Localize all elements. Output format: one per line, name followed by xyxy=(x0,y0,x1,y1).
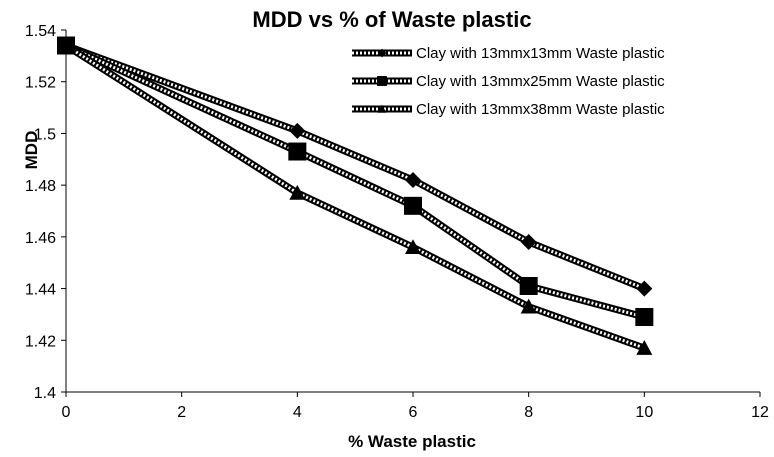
y-tick-label: 1.5 xyxy=(34,126,56,143)
diamond-marker xyxy=(636,280,653,297)
x-tick-label: 4 xyxy=(293,404,302,421)
x-tick-label: 12 xyxy=(751,404,769,421)
x-tick-label: 0 xyxy=(62,404,71,421)
y-tick-label: 1.46 xyxy=(25,230,56,247)
diamond-marker xyxy=(405,171,421,188)
y-tick-label: 1.42 xyxy=(25,333,56,350)
diamond-marker xyxy=(289,122,306,139)
diamond-marker xyxy=(520,234,537,251)
series-line-pattern xyxy=(65,44,645,350)
chart-title: MDD vs % of Waste plastic xyxy=(252,7,531,32)
triangle-marker xyxy=(58,37,74,53)
square-marker xyxy=(288,142,307,161)
diamond-marker xyxy=(377,48,387,58)
x-tick-label: 8 xyxy=(524,404,533,421)
y-axis-title: MDD xyxy=(22,131,41,170)
triangle-marker xyxy=(636,340,653,355)
x-axis-title: % Waste plastic xyxy=(348,432,476,451)
triangle-marker xyxy=(520,298,537,314)
square-marker xyxy=(635,308,654,327)
legend-label: Clay with 13mmx38mm Waste plastic xyxy=(416,101,665,118)
legend-label: Clay with 13mmx25mm Waste plastic xyxy=(416,73,665,90)
legend-label: Clay with 13mmx13mm Waste plastic xyxy=(416,45,665,62)
y-tick-label: 1.52 xyxy=(25,75,56,92)
x-tick-label: 6 xyxy=(409,404,418,421)
y-tick-label: 1.48 xyxy=(25,178,56,195)
square-marker xyxy=(404,196,422,215)
y-tick-label: 1.4 xyxy=(34,385,56,402)
triangle-marker xyxy=(289,184,306,200)
triangle-marker xyxy=(405,239,421,254)
ticks: 0 2 4 6 8 10 12 1.4 1.42 1.44 1.46 1.48 1.5 1.52 1.54 xyxy=(25,23,769,421)
legend: Clay with 13mmx13mm Waste plastic Clay wi… xyxy=(352,45,665,118)
triangle-marker xyxy=(377,104,387,113)
x-tick-label: 2 xyxy=(177,404,186,421)
y-tick-label: 1.54 xyxy=(25,23,56,40)
x-tick-label: 10 xyxy=(635,404,653,421)
y-tick-label: 1.44 xyxy=(25,282,56,299)
square-marker xyxy=(519,276,538,295)
square-marker xyxy=(377,76,387,86)
series-line-pattern xyxy=(65,44,645,319)
series-lines xyxy=(64,42,646,352)
markers xyxy=(57,36,654,355)
series-line-outline xyxy=(64,42,646,352)
